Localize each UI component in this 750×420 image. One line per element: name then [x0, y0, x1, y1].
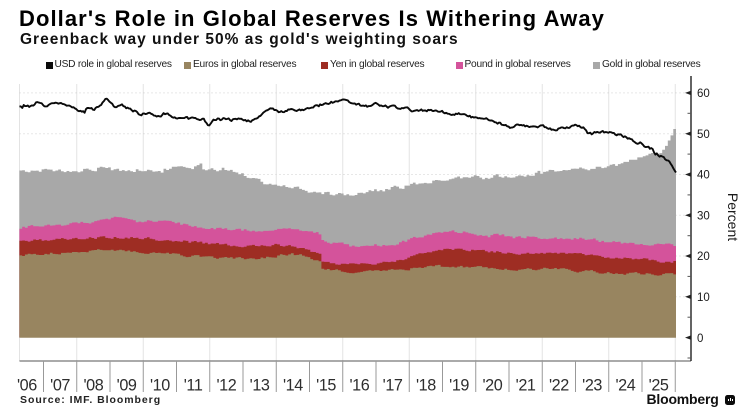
svg-text:'16: '16: [349, 377, 369, 395]
svg-text:'11: '11: [184, 377, 203, 395]
svg-text:60: 60: [697, 88, 710, 100]
svg-text:'18: '18: [416, 377, 436, 395]
svg-text:'12: '12: [216, 377, 236, 395]
svg-text:0: 0: [697, 333, 703, 345]
svg-text:20: 20: [697, 251, 710, 263]
svg-text:30: 30: [697, 211, 710, 223]
svg-text:'06: '06: [17, 377, 37, 395]
svg-text:'17: '17: [383, 377, 403, 395]
svg-text:'24: '24: [615, 377, 635, 395]
svg-text:'10: '10: [150, 377, 170, 395]
svg-text:'14: '14: [283, 377, 303, 395]
svg-text:10: 10: [697, 292, 710, 304]
svg-text:'19: '19: [449, 377, 469, 395]
svg-text:'20: '20: [482, 377, 502, 395]
svg-text:'15: '15: [316, 377, 336, 395]
svg-text:'22: '22: [549, 377, 569, 395]
svg-text:'13: '13: [250, 377, 270, 395]
svg-text:'09: '09: [117, 377, 137, 395]
svg-text:'25: '25: [649, 377, 669, 395]
svg-text:'23: '23: [582, 377, 602, 395]
svg-text:40: 40: [697, 170, 710, 182]
svg-text:50: 50: [697, 129, 710, 141]
svg-text:'07: '07: [50, 377, 70, 395]
svg-text:Percent: Percent: [725, 193, 741, 241]
svg-text:'21: '21: [516, 377, 536, 395]
svg-text:'08: '08: [83, 377, 103, 395]
